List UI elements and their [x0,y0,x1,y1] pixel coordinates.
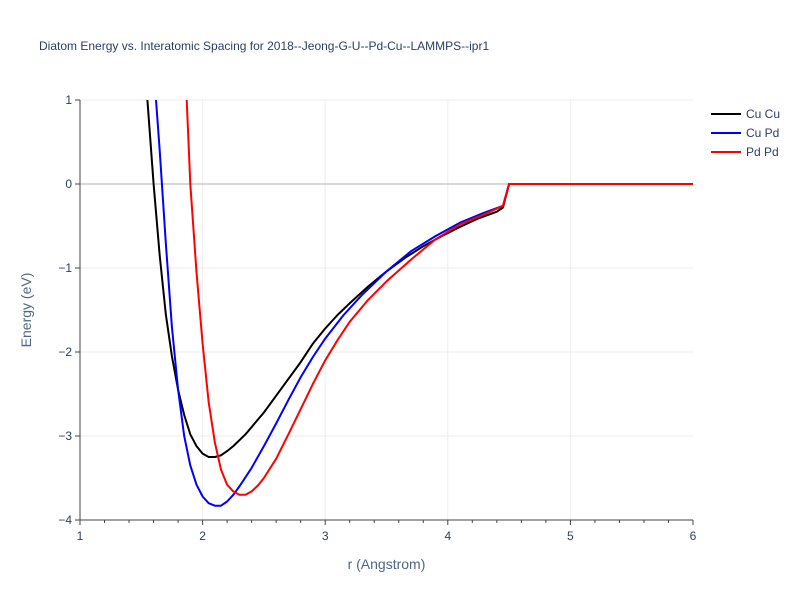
x-tick-label: 6 [690,529,697,543]
x-tick-label: 5 [567,529,574,543]
series-line-cu-cu [146,100,693,458]
y-tick-labels: −4 −3 −2 −1 0 1 [58,93,72,527]
series-line-cu-pd [155,100,693,507]
x-tick-label: 1 [77,529,84,543]
legend[interactable]: Cu Cu Cu Pd Pd Pd [711,107,780,159]
axes [75,99,694,525]
x-tick-label: 2 [199,529,206,543]
y-tick-label: 1 [65,93,72,107]
legend-item-pd-pd[interactable]: Pd Pd [711,145,779,159]
x-tick-labels: 1 2 3 4 5 6 [77,529,697,543]
y-tick-label: −3 [58,429,72,443]
legend-item-cu-cu[interactable]: Cu Cu [711,107,780,121]
x-tick-label: 4 [444,529,451,543]
legend-label: Cu Cu [746,107,780,121]
y-axis-title: Energy (eV) [18,273,34,348]
y-tick-label: 0 [65,177,72,191]
legend-label: Cu Pd [746,126,779,140]
series-layer [146,100,693,507]
y-tick-label: −2 [58,345,72,359]
series-line-pd-pd [185,100,693,496]
y-tick-label: −1 [58,261,72,275]
legend-label: Pd Pd [746,145,779,159]
x-tick-label: 3 [322,529,329,543]
chart-title: Diatom Energy vs. Interatomic Spacing fo… [39,39,489,53]
x-axis-title: r (Angstrom) [348,556,426,572]
legend-item-cu-pd[interactable]: Cu Pd [711,126,779,140]
y-tick-label: −4 [58,513,72,527]
grid [80,99,693,520]
